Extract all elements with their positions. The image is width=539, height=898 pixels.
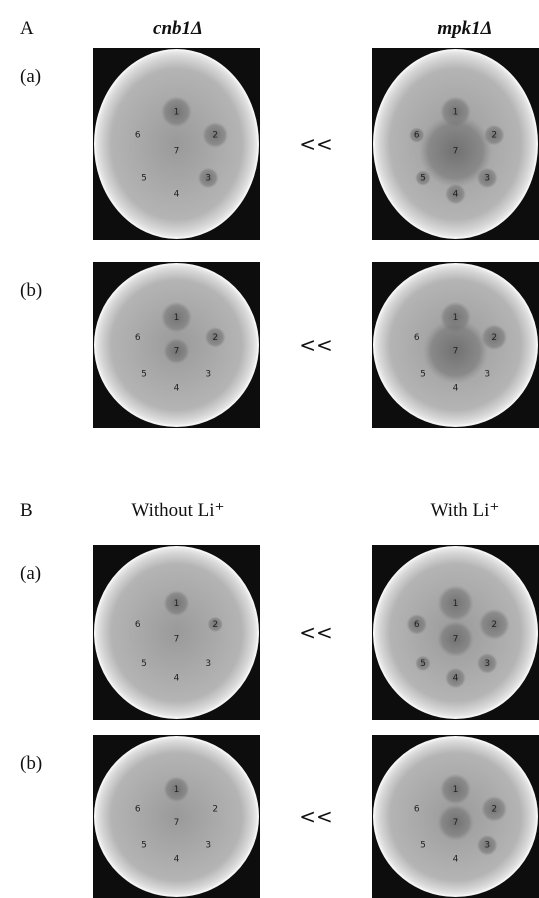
spot-number: 3	[484, 841, 490, 851]
spot-number: 1	[453, 785, 459, 795]
spot-number: 6	[135, 131, 141, 141]
column-header: cnb1Δ	[153, 18, 203, 39]
spot-number: 7	[174, 147, 180, 157]
spot-number: 3	[205, 370, 211, 380]
column-header: mpk1Δ	[437, 18, 492, 39]
spot-number: 4	[174, 673, 180, 683]
column-header: With Li⁺	[431, 500, 500, 521]
dish	[95, 50, 258, 238]
spot-number: 2	[212, 333, 218, 343]
column-header: Without Li⁺	[131, 500, 224, 521]
spot-number: 5	[420, 173, 426, 183]
spot-number: 5	[141, 370, 147, 380]
spot-number: 5	[141, 841, 147, 851]
comparison: <<	[299, 621, 333, 645]
spot-number: 2	[491, 620, 497, 630]
spot-number: 6	[414, 131, 420, 141]
plate: 1 2 3 4 5 6 7	[93, 545, 260, 720]
comparison: <<	[299, 132, 333, 156]
spot-number: 7	[453, 347, 459, 357]
spot-number: 3	[205, 173, 211, 183]
spot-number: 7	[174, 818, 180, 828]
spot-number: 2	[491, 804, 497, 814]
plate: 1 2 3 4 5 6 7	[93, 48, 260, 240]
spot-number: 3	[205, 659, 211, 669]
spot-number: 3	[484, 659, 490, 669]
row-label: (b)	[20, 753, 42, 774]
spot-number: 7	[453, 147, 459, 157]
spot-number: 7	[174, 347, 180, 357]
dish	[95, 737, 258, 896]
spot-number: 1	[174, 785, 180, 795]
spot-number: 5	[420, 659, 426, 669]
spot-number: 6	[135, 804, 141, 814]
spot-number: 6	[414, 620, 420, 630]
spot-number: 3	[484, 173, 490, 183]
dish	[95, 547, 258, 718]
spot-number: 6	[414, 333, 420, 343]
spot-number: 1	[453, 599, 459, 609]
row-label: (a)	[20, 66, 41, 87]
plate: 1 2 3 4 5 6 7	[93, 735, 260, 898]
comparison: <<	[299, 333, 333, 357]
spot-number: 4	[453, 854, 459, 864]
plate: 1 2 3 4 5 6 7	[372, 735, 539, 898]
plate: 1 2 3 4 5 6 7	[93, 262, 260, 428]
spot-number: 4	[453, 673, 459, 683]
spot-number: 7	[174, 634, 180, 644]
row-label: (b)	[20, 280, 42, 301]
comparison: <<	[299, 805, 333, 829]
plate: 1 2 3 4 5 6 7	[372, 545, 539, 720]
spot-number: 1	[174, 599, 180, 609]
spot-number: 2	[491, 131, 497, 141]
spot-number: 4	[453, 384, 459, 394]
spot-number: 5	[141, 659, 147, 669]
spot-number: 4	[174, 190, 180, 200]
row-label: (a)	[20, 563, 41, 584]
spot-number: 2	[212, 804, 218, 814]
spot-number: 6	[135, 333, 141, 343]
spot-number: 6	[135, 620, 141, 630]
spot-number: 5	[420, 370, 426, 380]
spot-number: 3	[484, 370, 490, 380]
spot-number: 6	[414, 804, 420, 814]
figure: Acnb1Δ mpk1Δ (a) << 1 2 3 4 5 6 7 1 2 3 4 5 6 7 (b) << 1 2 3 4 5…	[0, 0, 539, 898]
panel-label: A	[20, 18, 34, 39]
spot-number: 3	[205, 841, 211, 851]
spot-number: 7	[453, 634, 459, 644]
spot-number: 4	[174, 854, 180, 864]
spot-number: 4	[453, 190, 459, 200]
spot-number: 2	[491, 333, 497, 343]
spot-number: 2	[212, 620, 218, 630]
spot-number: 4	[174, 384, 180, 394]
spot-number: 5	[420, 841, 426, 851]
spot-number: 5	[141, 173, 147, 183]
spot-number: 1	[174, 107, 180, 117]
panel-label: B	[20, 500, 33, 521]
spot-number: 7	[453, 818, 459, 828]
spot-number: 2	[212, 131, 218, 141]
spot-number: 1	[174, 313, 180, 323]
